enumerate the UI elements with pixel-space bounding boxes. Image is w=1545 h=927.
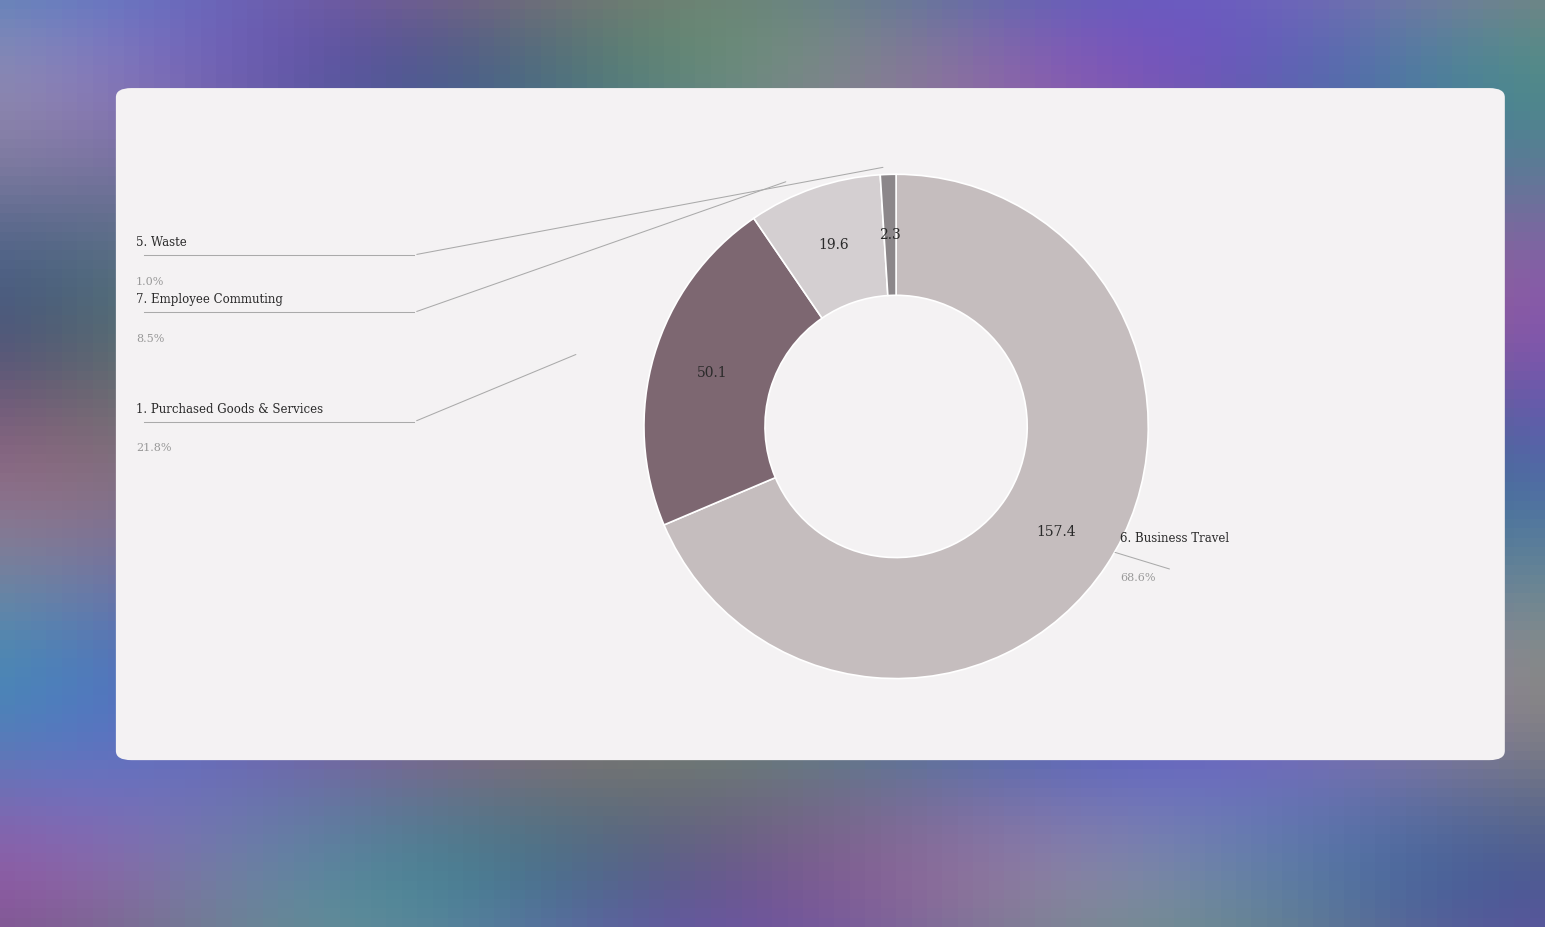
Text: 50.1: 50.1 [697,365,728,379]
Text: 1.0%: 1.0% [136,276,164,286]
Text: 2.3: 2.3 [879,228,901,242]
Wedge shape [881,174,896,296]
Text: 7. Employee Commuting: 7. Employee Commuting [136,293,283,306]
Text: 8.5%: 8.5% [136,334,164,344]
Text: 19.6: 19.6 [819,238,850,252]
Wedge shape [644,218,822,525]
Text: 157.4: 157.4 [1037,526,1075,540]
Wedge shape [664,174,1148,679]
Text: 6. Business Travel: 6. Business Travel [1120,532,1230,545]
Wedge shape [754,175,888,318]
Text: 68.6%: 68.6% [1120,573,1156,583]
Text: 1. Purchased Goods & Services: 1. Purchased Goods & Services [136,402,323,415]
Text: 5. Waste: 5. Waste [136,235,187,248]
Text: 21.8%: 21.8% [136,443,171,453]
